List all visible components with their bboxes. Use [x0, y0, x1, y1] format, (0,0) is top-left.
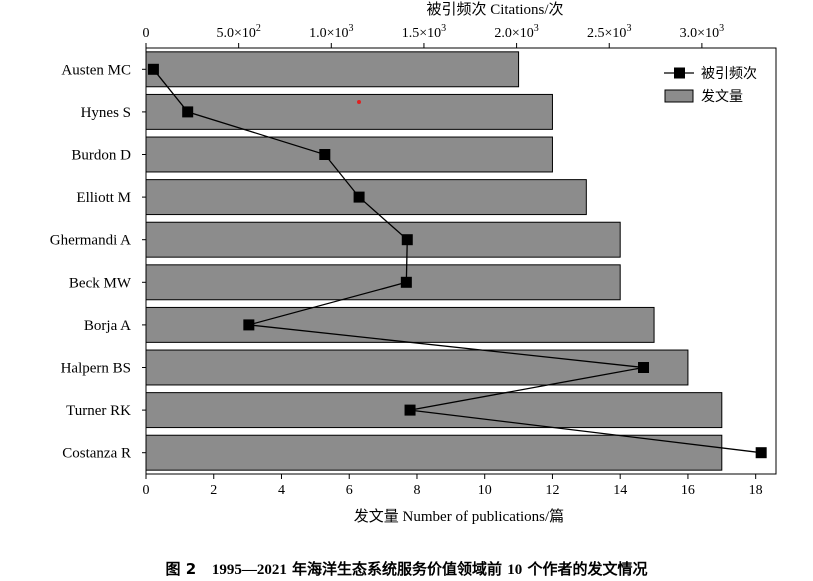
bar	[145, 392, 723, 429]
x-tick-label-bottom: 10	[478, 483, 492, 498]
citation-marker	[404, 404, 416, 416]
citation-marker	[353, 191, 365, 203]
x-tick-label-bottom: 2	[210, 483, 217, 498]
y-tick-label: Beck MW	[69, 275, 132, 291]
bar	[145, 264, 621, 301]
top-axis: 0 5.0×102 1.0×103 1.5×103 2.0×103 2.5×103 3.0×…	[143, 23, 724, 48]
citation-marker	[755, 447, 767, 459]
plot-border	[145, 47, 777, 475]
bar	[145, 221, 621, 258]
y-tick-label: Elliott M	[76, 190, 131, 206]
y-tick-label: Burdon D	[71, 148, 131, 164]
x-tick-label-bottom: 16	[681, 483, 695, 498]
y-tick-label: Hynes S	[81, 105, 131, 121]
bar	[145, 136, 553, 173]
x-tick-label-top: 0	[143, 26, 150, 41]
citation-marker	[638, 362, 650, 373]
bar	[145, 434, 723, 471]
bar	[145, 179, 587, 216]
bars-group	[145, 51, 723, 471]
chart: Austen MC Hynes S Burdon D Elliott M Gherman…	[50, 1, 777, 525]
x-tick-label-bottom: 4	[278, 483, 285, 498]
red-dot-artifact	[357, 100, 361, 104]
bar	[145, 349, 689, 386]
caption-years: 1995—2021	[211, 562, 287, 578]
y-tick-label: Ghermandi A	[50, 233, 131, 249]
legend-label-citations: 被引频次	[701, 66, 757, 82]
caption-text-b: 个作者的发文情况	[522, 560, 648, 578]
x-tick-label-top: 3.0×103	[680, 23, 724, 41]
legend-marker-swatch	[674, 67, 685, 79]
x-tick-label-bottom: 6	[346, 483, 353, 498]
y-tick-label: Halpern BS	[61, 361, 131, 377]
x-axis-label-bottom: 发文量 Number of publications/篇	[354, 507, 564, 525]
y-tick-label: Costanza R	[62, 446, 131, 462]
citation-marker	[147, 63, 159, 75]
caption-text-a: 年海洋生态系统服务价值领域前	[286, 560, 508, 578]
y-tick-label: Austen MC	[61, 62, 131, 78]
citation-marker	[319, 149, 331, 160]
y-tick-label: Borja A	[84, 318, 131, 334]
caption-count: 10	[507, 562, 523, 578]
x-tick-label-top: 5.0×102	[216, 23, 260, 41]
x-axis-label-top: 被引频次 Citations/次	[426, 1, 563, 18]
x-tick-label-bottom: 8	[413, 483, 420, 498]
x-tick-label-top: 1.0×103	[309, 23, 353, 41]
citation-marker	[243, 319, 255, 331]
citation-marker	[400, 276, 412, 288]
x-tick-label-bottom: 12	[545, 483, 559, 498]
legend-label-publications: 发文量	[701, 89, 743, 105]
legend-bar-swatch	[664, 89, 694, 103]
x-tick-label-top: 1.5×103	[402, 23, 446, 41]
citation-marker	[182, 106, 194, 118]
citation-line	[152, 68, 762, 454]
x-tick-label-top: 2.5×103	[587, 23, 631, 41]
bar	[145, 93, 553, 130]
x-tick-label-bottom: 18	[749, 483, 763, 498]
citation-line-group	[147, 63, 767, 459]
bottom-axis: 0 2 4 6 8 10 12 14 16 18	[143, 474, 763, 498]
caption-label: 图 2	[165, 560, 197, 578]
y-tick-label: Turner RK	[66, 403, 131, 419]
x-tick-label-bottom: 14	[613, 483, 627, 498]
x-tick-label-top: 2.0×103	[494, 23, 538, 41]
x-tick-label-bottom: 0	[143, 483, 150, 498]
plot-frame	[145, 47, 777, 475]
bar	[145, 306, 655, 343]
y-axis-labels: Austen MC Hynes S Burdon D Elliott M Gherman…	[50, 62, 146, 462]
citation-marker	[401, 234, 413, 246]
figure-caption: 图 2 1995—2021 年海洋生态系统服务价值领域前 10 个作者的发文情况	[0, 558, 813, 579]
bar	[145, 51, 520, 88]
